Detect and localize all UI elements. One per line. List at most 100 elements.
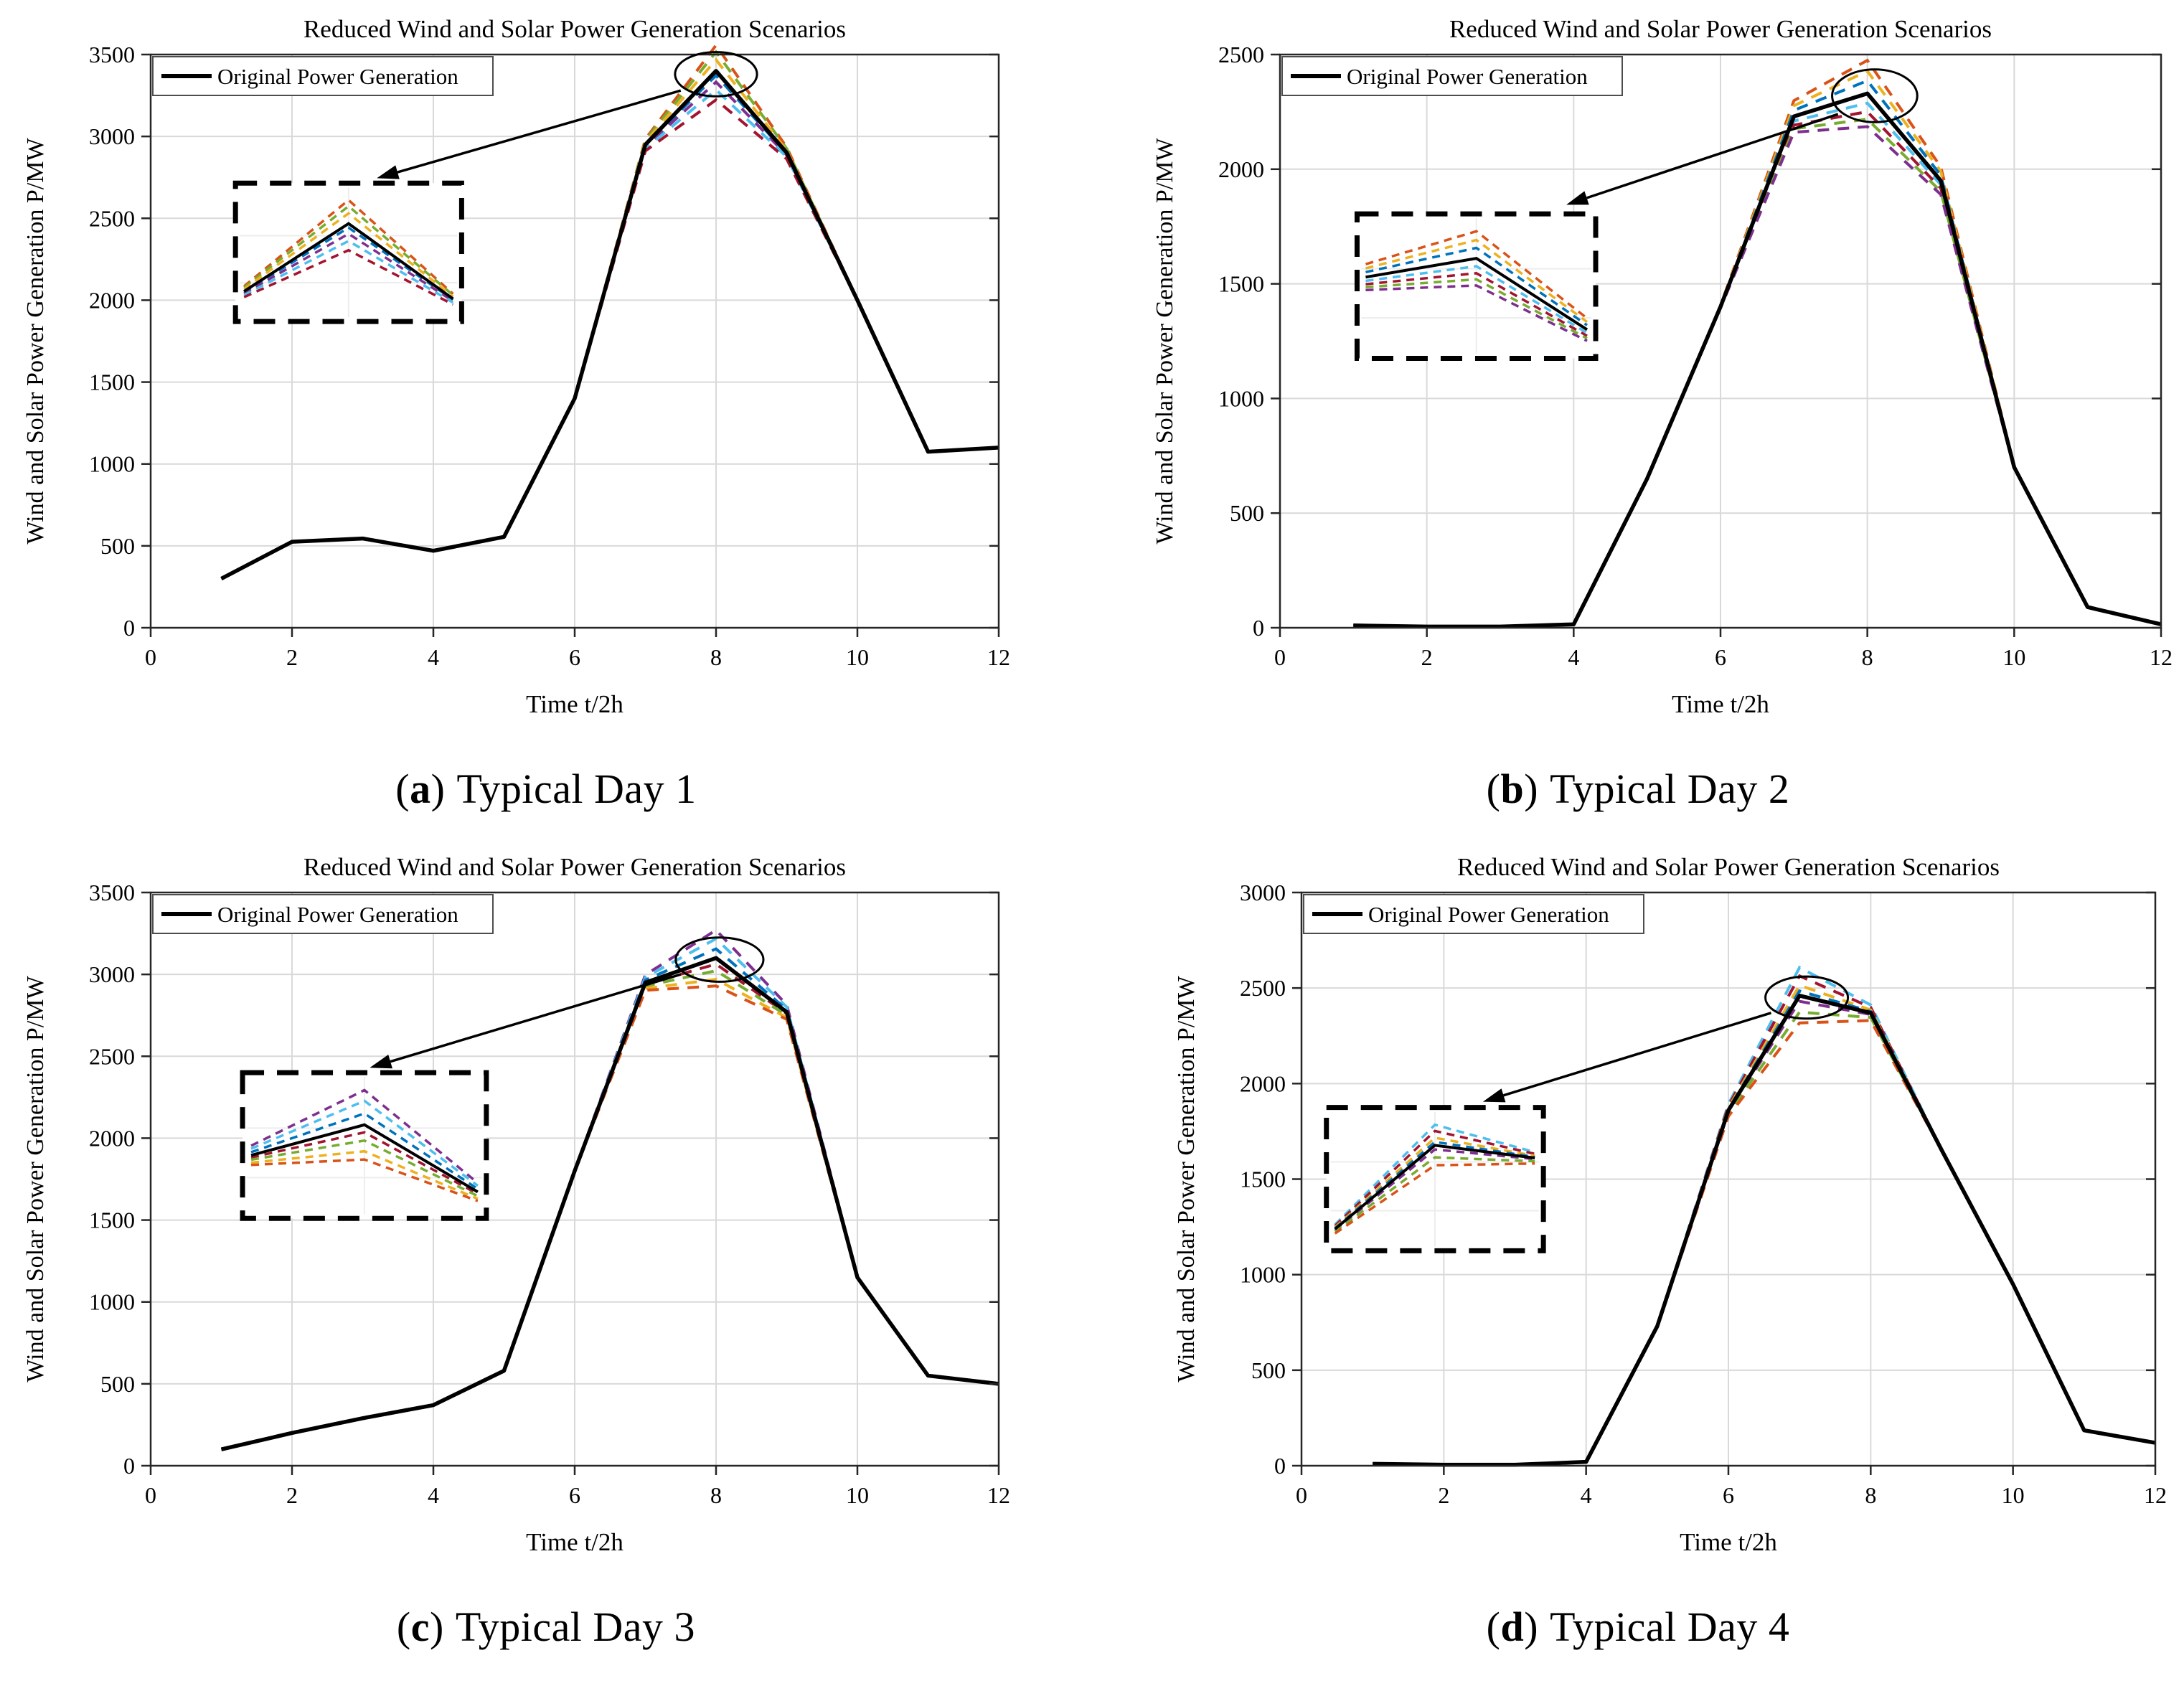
x-tick-label: 12 [987,644,1010,670]
caption-a: (a) Typical Day 1 [0,732,1092,845]
grid [151,55,999,628]
caption-paren: ( [1486,765,1501,812]
inset-scenario-line [1365,272,1588,337]
chart-typical-day-2: 0 500 1000 1500 2000 2500 0 2 4 6 8 10 12 Reduced Win… [1152,15,2173,718]
chart-typical-day-3: 0 500 1000 1500 2000 2500 3000 3500 0 2 4 6 8 10 12 Red… [22,853,1010,1556]
inset-original-line [243,222,454,301]
y-tick-label: 3000 [89,961,135,987]
x-tick-label: 2 [1421,644,1433,670]
y-tick-label: 1000 [89,451,135,477]
y-tick-label: 1000 [1218,385,1264,411]
inset-scenario-line [1334,1148,1535,1231]
caption-paren: ( [396,1603,411,1650]
peak-ellipse [674,51,758,98]
axis-ticks: 0 500 1000 1500 2000 2500 3000 3500 0 2 4 6 8 10 12 [89,880,1010,1508]
y-tick-label: 3500 [89,42,135,67]
inset-scenario-line [243,226,454,301]
legend: Original Power Generation [152,894,494,934]
legend-label: Original Power Generation [1368,902,1609,927]
inset-scenario-line [1365,246,1588,326]
y-tick-label: 3500 [89,880,135,905]
y-tick-label: 2000 [89,287,135,313]
scenario-line [220,73,999,580]
scenario-line [220,98,999,580]
x-tick-label: 4 [428,1482,439,1508]
x-tick-label: 4 [1581,1482,1592,1508]
caption-paren: ) [430,1603,444,1650]
annotation-arrow [1566,113,1839,205]
x-tick-label: 10 [2002,644,2025,670]
inset-scenario-line [250,1149,479,1200]
x-tick-label: 12 [987,1482,1010,1508]
chart-typical-day-1: 0 500 1000 1500 2000 2500 3000 3500 0 2 4 6 8 10 12 Red… [22,15,1010,718]
y-axis-label: Wind and Solar Power Generation P/MW [22,976,49,1383]
x-tick-label: 2 [1438,1482,1449,1508]
x-tick-label: 8 [710,1482,722,1508]
inset-scenario-line [1365,230,1588,320]
y-tick-label: 2000 [1240,1070,1286,1096]
y-tick-label: 1000 [89,1289,135,1315]
peak-ellipse [674,936,765,983]
grid [151,892,999,1466]
inset-scenario-line [243,198,454,295]
y-tick-label: 2500 [89,1043,135,1069]
y-tick-label: 500 [1230,500,1264,526]
chart-title: Reduced Wind and Solar Power Generation … [303,853,846,881]
legend: Original Power Generation [1303,894,1644,934]
x-tick-label: 6 [1723,1482,1734,1508]
caption-paren: ) [1524,765,1539,812]
zoom-inset [1354,211,1599,361]
peak-ellipse [1764,975,1850,1020]
panel-b: 0 500 1000 1500 2000 2500 0 2 4 6 8 10 12 Reduced Win… [1092,7,2184,845]
inset-scenario-line [243,212,454,298]
caption-letter: b [1500,765,1525,812]
axis-ticks: 0 500 1000 1500 2000 2500 3000 0 2 4 6 8 10 12 [1240,880,2167,1508]
scenario-line [1353,110,2162,628]
x-tick-label: 8 [710,644,722,670]
inset-scenario-line [1334,1123,1535,1226]
y-tick-label: 3000 [1240,880,1286,905]
inset-original-line [1365,257,1588,331]
y-tick-label: 2500 [89,205,135,231]
y-tick-label: 1500 [1218,271,1264,297]
legend-label: Original Power Generation [1347,64,1588,89]
caption-text: Typical Day 3 [455,1603,696,1650]
original-line [1353,91,2162,629]
original-line [220,69,999,580]
caption-b: (b) Typical Day 2 [1092,732,2184,845]
arrowhead-icon [1482,1088,1506,1103]
axis-ticks: 0 500 1000 1500 2000 2500 0 2 4 6 8 10 12 [1218,42,2173,670]
x-tick-label: 0 [145,1482,156,1508]
scenario-line [220,80,999,580]
x-axis-label: Time t/2h [1672,690,1769,718]
caption-paren: ( [1486,1603,1501,1650]
y-tick-label: 500 [100,1371,135,1397]
panel-c: 0 500 1000 1500 2000 2500 3000 3500 0 2 4 6 8 10 12 Red… [0,845,1092,1683]
inset-scenario-line [1334,1156,1535,1233]
y-tick-label: 3000 [89,123,135,149]
y-tick-label: 1500 [89,369,135,395]
inset-scenario-line [250,1131,479,1195]
chart-title: Reduced Wind and Solar Power Generation … [1457,853,2000,881]
peak-ellipse [1831,68,1919,123]
annotation-arrow [1482,1012,1772,1103]
x-tick-label: 6 [569,1482,580,1508]
x-tick-label: 12 [2144,1482,2167,1508]
y-tick-label: 0 [123,1453,135,1479]
y-tick-label: 1500 [1240,1167,1286,1192]
panel-a: 0 500 1000 1500 2000 2500 3000 3500 0 2 4 6 8 10 12 Red… [0,7,1092,845]
scenario-line [1353,125,2162,628]
zoom-inset [232,180,464,324]
caption-paren: ) [430,765,446,812]
x-tick-label: 6 [569,644,580,670]
caption-text: Typical Day 4 [1550,1603,1790,1650]
x-tick-label: 2 [286,1482,298,1508]
y-tick-label: 2000 [1218,156,1264,182]
x-tick-label: 10 [2002,1482,2025,1508]
x-tick-label: 0 [1296,1482,1307,1508]
legend: Original Power Generation [152,56,494,96]
caption-letter: a [410,765,431,812]
x-axis-label: Time t/2h [526,1528,623,1556]
zoom-inset [240,1070,489,1221]
